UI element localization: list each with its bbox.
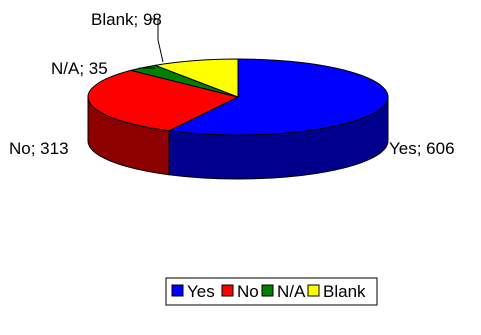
slice-blank xyxy=(153,58,239,98)
data-label-yes: Yes; 606 xyxy=(389,139,455,158)
legend-label-yes: Yes xyxy=(187,282,215,301)
legend-swatch-no xyxy=(221,284,234,297)
data-label-no: No; 313 xyxy=(9,139,69,158)
data-label-na: N/A; 35 xyxy=(51,59,108,78)
data-label-blank: Blank; 98 xyxy=(91,10,162,29)
legend-swatch-na xyxy=(261,284,274,297)
legend: Yes No N/A Blank xyxy=(165,277,378,306)
leader-line-blank xyxy=(151,18,164,63)
legend-swatch-blank xyxy=(307,284,320,297)
legend-swatch-yes xyxy=(171,284,184,297)
pie-top-faces xyxy=(87,58,389,136)
legend-label-blank: Blank xyxy=(323,282,366,301)
label-leader-lines xyxy=(139,18,164,69)
legend-label-no: No xyxy=(237,282,259,301)
slice-yes xyxy=(167,58,389,136)
legend-label-na: N/A xyxy=(277,282,306,301)
slice-no xyxy=(87,69,240,132)
